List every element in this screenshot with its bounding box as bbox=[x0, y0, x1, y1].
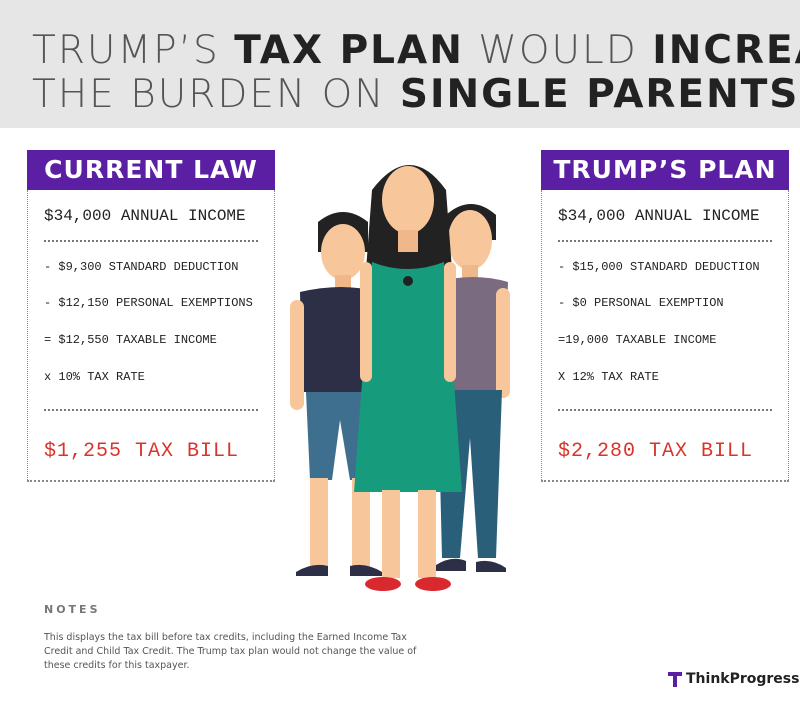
line-item: - $15,000 STANDARD DEDUCTION bbox=[558, 260, 760, 274]
title-segment: TAX PLAN bbox=[234, 28, 464, 73]
separator bbox=[558, 240, 772, 242]
line-item: - $9,300 STANDARD DEDUCTION bbox=[44, 260, 239, 274]
line-item: X 12% TAX RATE bbox=[558, 370, 659, 384]
separator bbox=[558, 409, 772, 411]
title-segment: INCREASE bbox=[652, 28, 800, 73]
line-item: - $0 PERSONAL EXEMPTION bbox=[558, 296, 724, 310]
logo: ThinkProgress bbox=[686, 671, 800, 687]
title-segment: THE BURDEN ON bbox=[32, 72, 400, 117]
notes-line: This displays the tax bill before tax cr… bbox=[44, 632, 407, 643]
notes-heading: NOTES bbox=[44, 603, 101, 616]
panel-heading: CURRENT LAW bbox=[27, 150, 275, 190]
panel-heading: TRUMP’S PLAN bbox=[541, 150, 789, 190]
tax-bill: $2,280 TAX BILL bbox=[558, 440, 754, 463]
notes-line: Credit and Child Tax Credit. The Trump t… bbox=[44, 646, 417, 657]
title-segment: SINGLE PARENTS bbox=[399, 72, 800, 117]
separator bbox=[44, 240, 258, 242]
trump-plan-panel: TRUMP’S PLAN $34,000 ANNUAL INCOME - $15… bbox=[541, 150, 789, 482]
logo-mark bbox=[668, 672, 682, 687]
separator bbox=[44, 409, 258, 411]
title-line: THE BURDEN ON SINGLE PARENTS bbox=[32, 72, 799, 117]
tax-bill: $1,255 TAX BILL bbox=[44, 440, 240, 463]
receipt: $34,000 ANNUAL INCOME - $9,300 STANDARD … bbox=[27, 190, 275, 482]
line-item: - $12,150 PERSONAL EXEMPTIONS bbox=[44, 296, 253, 310]
line-item: =19,000 TAXABLE INCOME bbox=[558, 333, 717, 347]
title-segment: TRUMP’S bbox=[32, 28, 235, 73]
line-item: = $12,550 TAXABLE INCOME bbox=[44, 333, 217, 347]
header: TRUMP’S TAX PLAN WOULD INCREASE THE BURD… bbox=[0, 0, 800, 128]
income: $34,000 ANNUAL INCOME bbox=[558, 207, 760, 225]
title-line: TRUMP’S TAX PLAN WOULD INCREASE bbox=[32, 28, 800, 73]
family-illustration bbox=[290, 165, 510, 591]
title-segment: WOULD bbox=[463, 28, 653, 73]
income: $34,000 ANNUAL INCOME bbox=[44, 207, 246, 225]
current-law-panel: CURRENT LAW $34,000 ANNUAL INCOME - $9,3… bbox=[27, 150, 275, 482]
receipt: $34,000 ANNUAL INCOME - $15,000 STANDARD… bbox=[541, 190, 789, 482]
line-item: x 10% TAX RATE bbox=[44, 370, 145, 384]
notes-line: these credits for this taxpayer. bbox=[44, 660, 190, 671]
